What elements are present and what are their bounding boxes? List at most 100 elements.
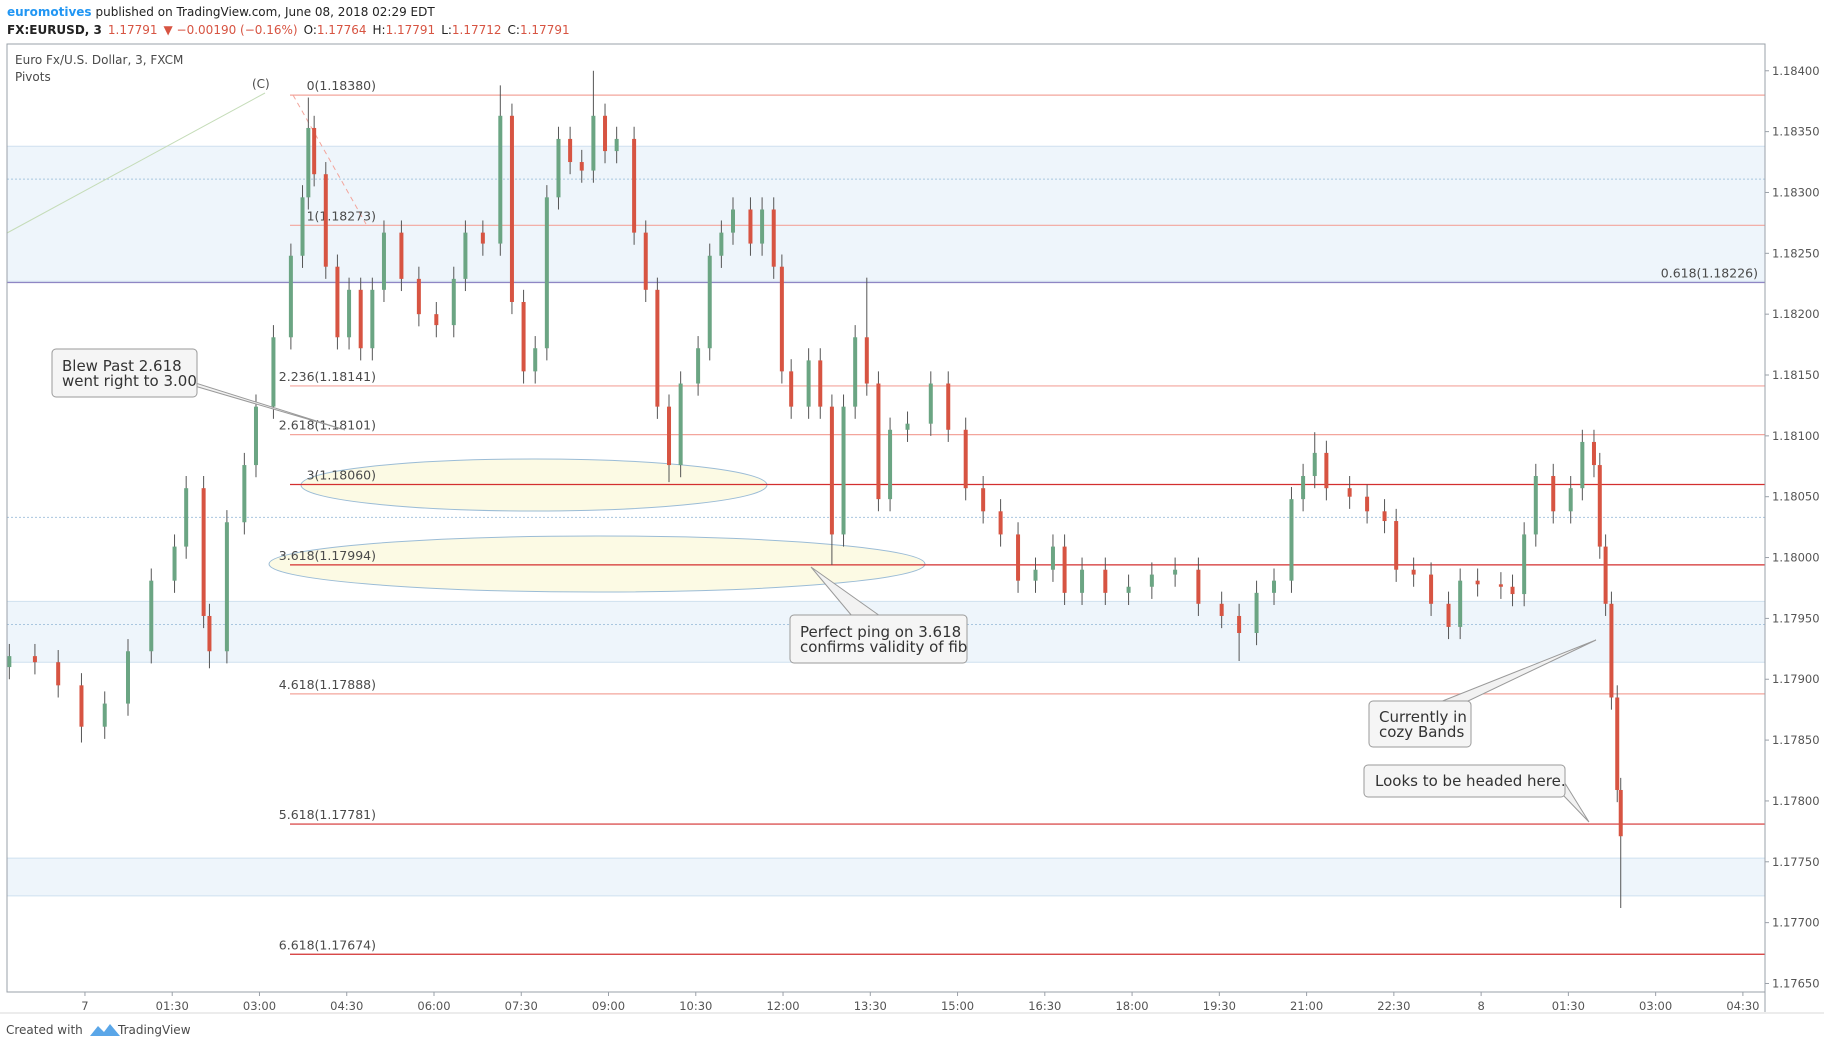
wave-line — [6, 92, 266, 234]
candle-body — [928, 383, 933, 424]
candle-body — [1618, 789, 1623, 837]
x-tick-label: 18:00 — [1115, 999, 1148, 1013]
candle-body — [779, 266, 784, 372]
candles — [7, 70, 1623, 909]
callout-text: cozy Bands — [1379, 723, 1464, 741]
candle-body — [1103, 569, 1108, 593]
candle-body — [946, 383, 951, 430]
candle-body — [1347, 488, 1352, 497]
candle-body — [1033, 569, 1038, 581]
candle-body — [731, 209, 736, 233]
candle-body — [79, 685, 84, 727]
candle-body — [1580, 441, 1585, 489]
fib-label: 4.618(1.17888) — [279, 677, 376, 692]
candle-body — [1458, 580, 1463, 627]
candle-body — [1324, 452, 1329, 489]
candle-body — [748, 209, 753, 244]
ohlc-value: 1.17791 — [520, 23, 570, 37]
candle-body — [207, 615, 212, 652]
pivot-band — [7, 858, 1765, 896]
x-tick-label: 7 — [81, 999, 88, 1013]
highlight-ellipse — [268, 535, 926, 593]
y-tick-label: 1.18000 — [1772, 551, 1820, 565]
candle-body — [1312, 452, 1317, 477]
candle-body — [253, 406, 258, 466]
candle-body — [556, 138, 561, 198]
y-tick-label: 1.18400 — [1772, 64, 1820, 78]
y-tick-label: 1.17800 — [1772, 794, 1820, 808]
candle-body — [1429, 574, 1434, 604]
candle-body — [498, 115, 503, 244]
candle-body — [323, 174, 328, 267]
legend-indicator: Pivots — [15, 70, 51, 84]
candle-body — [184, 488, 189, 547]
footer-brand[interactable]: TradingView — [117, 1023, 191, 1037]
x-tick-label: 22:30 — [1377, 999, 1410, 1013]
fib-trend-line — [292, 94, 367, 225]
x-tick-label: 01:30 — [156, 999, 189, 1013]
ohlc-value: 1.17712 — [452, 23, 502, 37]
candle-body — [829, 406, 834, 535]
candle-body — [126, 651, 131, 704]
candle-body — [719, 232, 724, 256]
callout-text: confirms validity of fib — [800, 638, 967, 656]
candle-body — [1568, 488, 1573, 512]
callout-text: Looks to be headed here. — [1375, 772, 1566, 790]
x-tick-label: 06:00 — [417, 999, 450, 1013]
candle-body — [1615, 697, 1620, 790]
candle-body — [1050, 546, 1055, 570]
candle-body — [963, 429, 968, 489]
candle-body — [451, 278, 456, 326]
candle-body — [655, 289, 660, 407]
x-tick-label: 21:00 — [1290, 999, 1323, 1013]
candle-body — [696, 348, 701, 384]
symbol-line: FX:EURUSD, 3 1.17791 ▼ −0.00190 (−0.16%) O:… — [7, 23, 570, 37]
candle-body — [1498, 584, 1503, 587]
candle-body — [242, 465, 247, 523]
candle-body — [1446, 603, 1451, 627]
x-tick-label: 12:00 — [766, 999, 799, 1013]
legend-title: Euro Fx/U.S. Dollar, 3, FXCM — [15, 53, 183, 67]
candle-body — [32, 656, 37, 663]
last-price: 1.17791 — [108, 23, 158, 37]
candle-body — [876, 383, 881, 500]
candle-body — [1289, 499, 1294, 581]
wave-label: (C) — [252, 77, 270, 91]
candle-body — [806, 360, 811, 407]
fib-label: 3(1.18060) — [307, 468, 376, 483]
y-tick-label: 1.17650 — [1772, 976, 1820, 990]
y-tick-label: 1.18300 — [1772, 185, 1820, 199]
ohlc-key: L: — [441, 23, 452, 37]
brand-logo — [90, 1024, 120, 1036]
y-tick-label: 1.17700 — [1772, 916, 1820, 930]
candle-body — [224, 522, 229, 652]
candle-body — [1173, 569, 1178, 575]
callout-text: Perfect ping on 3.618 — [800, 623, 961, 641]
fib-label: 3.618(1.17994) — [279, 548, 376, 563]
callout-text: Currently in — [1379, 708, 1467, 726]
candle-body — [853, 337, 858, 407]
candle-body — [300, 197, 305, 256]
fib-label: 5.618(1.17781) — [279, 807, 376, 822]
candle-body — [707, 255, 712, 349]
x-tick-label: 16:30 — [1028, 999, 1061, 1013]
candle-body — [463, 232, 468, 279]
author[interactable]: euromotives — [7, 5, 92, 19]
y-tick-label: 1.18150 — [1772, 368, 1820, 382]
candle-body — [271, 337, 276, 407]
candle-body — [1475, 580, 1480, 585]
candle-body — [172, 546, 177, 581]
x-tick-label: 03:00 — [243, 999, 276, 1013]
candle-body — [1382, 511, 1387, 522]
candle-body — [306, 127, 311, 198]
candle-body — [1411, 569, 1416, 575]
x-tick-label: 03:00 — [1639, 999, 1672, 1013]
candle-body — [370, 289, 375, 349]
y-tick-label: 1.17850 — [1772, 733, 1820, 747]
fib-label: 1(1.18273) — [307, 208, 376, 223]
y-tick-label: 1.18050 — [1772, 490, 1820, 504]
candle-body — [568, 138, 573, 163]
candle-body — [632, 138, 637, 233]
candle-body — [521, 301, 526, 372]
candle-body — [841, 406, 846, 535]
